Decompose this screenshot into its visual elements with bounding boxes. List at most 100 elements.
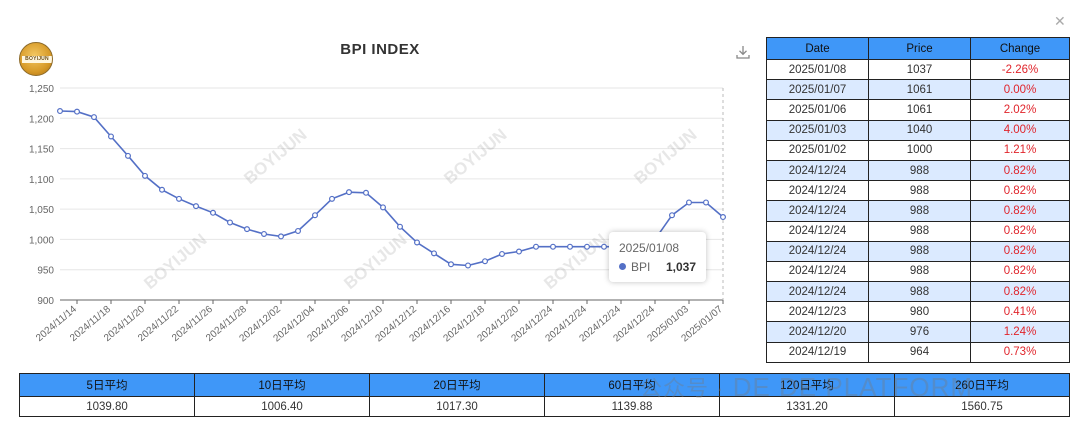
average-header: 20日平均 — [369, 373, 545, 397]
y-tick-label: 1,000 — [29, 235, 54, 246]
price-table: Date Price Change 2025/01/08 1037 -2.26% 20… — [766, 37, 1070, 363]
average-header: 5日平均 — [19, 373, 195, 397]
row-change: 0.82% — [970, 200, 1070, 222]
y-tick-label: 1,250 — [29, 84, 54, 95]
average-header: 120日平均 — [719, 373, 895, 397]
row-price: 988 — [868, 180, 971, 202]
data-point — [73, 108, 80, 115]
data-point — [685, 199, 692, 206]
row-change: 1.21% — [970, 139, 1070, 161]
close-icon[interactable]: ✕ — [1054, 13, 1066, 29]
data-point — [702, 199, 709, 206]
row-date: 2025/01/08 — [766, 58, 869, 81]
row-price: 1061 — [868, 79, 971, 101]
data-point — [583, 243, 590, 250]
row-change: 2.02% — [970, 99, 1070, 121]
data-point — [142, 172, 149, 179]
average-value: 1331.20 — [719, 396, 895, 417]
data-point — [107, 133, 114, 140]
data-point — [397, 223, 404, 230]
row-date: 2024/12/23 — [766, 301, 869, 323]
average-value: 1560.75 — [894, 396, 1070, 417]
data-point — [193, 203, 200, 210]
table-row: 2024/12/24 988 0.82% — [766, 180, 1070, 202]
row-date: 2024/12/24 — [766, 220, 869, 242]
data-point — [278, 233, 285, 240]
row-price: 976 — [868, 321, 971, 343]
data-point — [295, 227, 302, 234]
row-date: 2024/12/24 — [766, 260, 869, 283]
price-table-header: Date Price Change — [766, 37, 1070, 60]
table-row: 2025/01/03 1040 4.00% — [766, 119, 1070, 141]
data-point — [329, 195, 336, 202]
logo-text: BOYIJUN — [22, 56, 52, 63]
row-change: 0.82% — [970, 240, 1070, 262]
row-change: 0.00% — [970, 79, 1070, 101]
y-tick-label: 900 — [37, 296, 54, 307]
row-change: 0.82% — [970, 180, 1070, 202]
table-row: 2024/12/23 980 0.41% — [766, 301, 1070, 323]
data-point — [414, 239, 421, 246]
axis-layer: 9009501,0001,0501,1001,1501,2001,2502024… — [29, 84, 725, 344]
data-point — [176, 195, 183, 202]
row-price: 980 — [868, 301, 971, 323]
row-date: 2024/12/24 — [766, 159, 869, 182]
logo: BOYIJUN — [19, 42, 53, 76]
y-tick-label: 950 — [37, 266, 54, 277]
row-change: 0.82% — [970, 159, 1070, 182]
row-change: 4.00% — [970, 119, 1070, 141]
download-icon[interactable] — [735, 44, 751, 60]
row-date: 2025/01/07 — [766, 79, 869, 101]
row-change: 0.73% — [970, 341, 1070, 363]
table-row: 2025/01/06 1061 2.02% — [766, 99, 1070, 121]
moving-average-values: 1039.80 1006.40 1017.30 1139.88 1331.20 1560.… — [19, 396, 1070, 417]
data-point — [227, 219, 234, 226]
y-tick-label: 1,100 — [29, 175, 54, 186]
average-header: 60日平均 — [544, 373, 720, 397]
table-row: 2025/01/08 1037 -2.26% — [766, 58, 1070, 81]
row-date: 2024/12/24 — [766, 281, 869, 303]
chart-tooltip: 2025/01/08 BPI 1,037 — [609, 232, 706, 282]
data-point — [244, 226, 251, 233]
row-date: 2025/01/03 — [766, 119, 869, 141]
data-point — [600, 243, 607, 250]
tooltip-value: 1,037 — [665, 260, 696, 274]
y-tick-label: 1,050 — [29, 205, 54, 216]
row-change: 1.24% — [970, 321, 1070, 343]
data-point — [380, 204, 387, 211]
table-row: 2024/12/24 988 0.82% — [766, 159, 1070, 182]
data-point — [719, 214, 726, 221]
data-point — [363, 189, 370, 196]
data-point — [210, 209, 217, 216]
data-point — [261, 230, 268, 237]
row-date: 2025/01/02 — [766, 139, 869, 161]
data-point — [124, 152, 131, 159]
data-point — [90, 114, 97, 121]
row-date: 2024/12/19 — [766, 341, 869, 363]
row-price: 1061 — [868, 99, 971, 121]
row-change: -2.26% — [970, 58, 1070, 81]
row-change: 0.82% — [970, 281, 1070, 303]
table-row: 2024/12/24 988 0.82% — [766, 260, 1070, 283]
table-row: 2024/12/20 976 1.24% — [766, 321, 1070, 343]
row-price: 988 — [868, 240, 971, 262]
table-row: 2024/12/19 964 0.73% — [766, 341, 1070, 363]
average-header: 10日平均 — [194, 373, 370, 397]
header-change: Change — [970, 37, 1070, 60]
average-value: 1006.40 — [194, 396, 370, 417]
data-point — [465, 262, 472, 269]
average-value: 1139.88 — [544, 396, 720, 417]
moving-average-header: 5日平均 10日平均 20日平均 60日平均 120日平均 260日平均 — [19, 373, 1070, 397]
table-row: 2024/12/24 988 0.82% — [766, 281, 1070, 303]
table-row: 2024/12/24 988 0.82% — [766, 220, 1070, 242]
table-row: 2024/12/24 988 0.82% — [766, 200, 1070, 222]
data-point — [346, 189, 353, 196]
row-date: 2024/12/24 — [766, 200, 869, 222]
tooltip-date: 2025/01/08 — [619, 241, 680, 255]
row-date: 2024/12/24 — [766, 240, 869, 262]
row-change: 0.82% — [970, 260, 1070, 283]
header-price: Price — [868, 37, 971, 60]
data-point — [431, 250, 438, 257]
data-point — [549, 243, 556, 250]
